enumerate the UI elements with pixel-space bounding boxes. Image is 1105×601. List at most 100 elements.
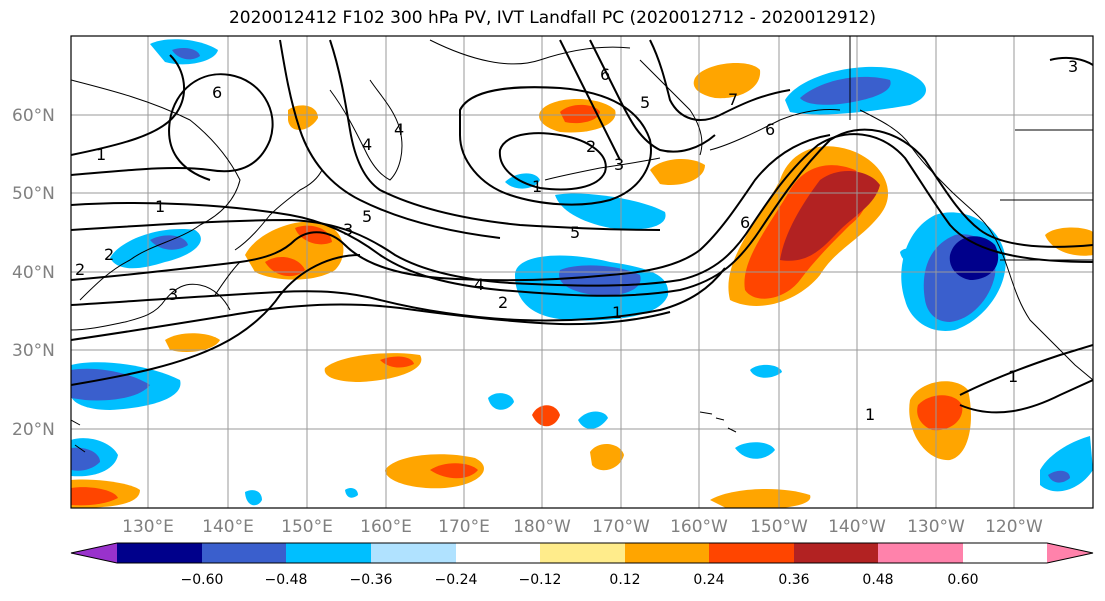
contour-label: 1 (1008, 367, 1018, 386)
anomaly-negative (71, 368, 150, 401)
contour-label: 2 (75, 260, 85, 279)
anomaly-positive (295, 225, 332, 245)
colorbar-ticks: −0.60 −0.48 −0.36 −0.24 −0.12 0.12 0.24 … (181, 572, 979, 588)
anomaly-negative (559, 265, 641, 296)
contour-label: 5 (570, 223, 580, 242)
lon-label: 120°W (985, 517, 1043, 537)
coastline-philippines (71, 419, 86, 453)
lon-label: 140°W (828, 517, 886, 537)
lat-label: 50°N (12, 184, 55, 204)
graticule (71, 36, 1093, 508)
contour-label: 4 (362, 135, 372, 154)
contour-label: 4 (474, 275, 484, 294)
anomaly-negative (578, 411, 608, 429)
colorbar-segment (117, 543, 202, 563)
contour-label: 2 (498, 293, 508, 312)
contour-line (71, 73, 274, 181)
contour-label: 3 (168, 285, 178, 304)
contour-label: 6 (740, 213, 750, 232)
colorbar-outline (70, 542, 1094, 564)
contour-line (71, 267, 726, 322)
anomaly-negative (735, 442, 775, 459)
anomaly-positive (165, 333, 220, 352)
lon-label: 180°W (513, 517, 571, 537)
colorbar-extend-min (71, 543, 117, 563)
contour-line (71, 134, 831, 282)
lon-label: 170°E (438, 517, 490, 537)
contour-line (589, 39, 716, 153)
contour-label: 3 (343, 220, 353, 239)
lon-label: 150°W (750, 517, 808, 537)
contour-label: 1 (155, 197, 165, 216)
anomaly-negative (488, 393, 514, 410)
contour-label: 6 (212, 83, 222, 102)
anomaly-positive (430, 463, 478, 479)
colorbar-extend-max (1047, 543, 1093, 563)
colorbar-tick-label: 0.12 (609, 572, 640, 588)
anomaly-positive (560, 104, 600, 124)
anomaly-negative (345, 487, 358, 498)
contour-line (649, 39, 791, 121)
contour-line (71, 133, 1093, 287)
colorbar (70, 542, 1094, 564)
contour-line (498, 132, 607, 191)
contour-label: 1 (865, 405, 875, 424)
colorbar-segment (456, 543, 540, 563)
lon-label: 160°E (360, 517, 412, 537)
anomaly-negative (900, 248, 915, 262)
colorbar-segment (794, 543, 878, 563)
colorbar-tick-label: 0.48 (862, 572, 893, 588)
contour-labels: 1 1 2 2 3 3 4 4 5 5 6 6 1 2 3 1 2 4 5 6 … (75, 57, 1078, 424)
lon-label: 170°W (592, 517, 650, 537)
contour-label: 7 (728, 90, 738, 109)
contour-label: 6 (765, 120, 775, 139)
colorbar-tick-label: −0.36 (350, 572, 393, 588)
anomaly-positive (288, 105, 318, 130)
anomaly-negative (555, 193, 666, 230)
anomaly-negative (750, 364, 782, 378)
colorbar-segment (709, 543, 794, 563)
contour-label: 4 (394, 120, 404, 139)
colorbar-tick-label: −0.12 (519, 572, 562, 588)
lon-label: 130°W (907, 517, 965, 537)
colorbar-segment (371, 543, 456, 563)
lat-label: 30°N (12, 341, 55, 361)
contour-label: 6 (600, 65, 610, 84)
state-borders (849, 36, 1093, 261)
colorbar-tick-label: −0.24 (435, 572, 478, 588)
colorbar-segment (625, 543, 709, 563)
contour-label: 1 (612, 303, 622, 322)
colorbar-tick-label: −0.48 (265, 572, 308, 588)
anomaly-positive (1045, 227, 1093, 256)
anomaly-negative (245, 490, 262, 506)
coastlines (71, 36, 1093, 453)
lat-label: 40°N (12, 263, 55, 283)
colorbar-tick-label: 0.36 (778, 572, 809, 588)
contour-line (459, 86, 652, 206)
lon-label: 140°E (202, 517, 254, 537)
anomaly-positive (532, 405, 560, 427)
contour-line (559, 39, 621, 161)
lon-label: 130°E (122, 517, 174, 537)
contour-line (959, 344, 1093, 414)
contour-label: 3 (614, 155, 624, 174)
anomaly-negative (800, 76, 891, 105)
coastline-japan (214, 169, 323, 296)
colorbar-tick-label: 0.24 (693, 572, 724, 588)
colorbar-segment (878, 543, 963, 563)
coastline-asia (71, 79, 241, 331)
anomaly-positive (71, 487, 118, 506)
contour-label: 5 (362, 207, 372, 226)
map-frame (70, 35, 1094, 509)
contour-label: 2 (586, 137, 596, 156)
map-title: 2020012412 F102 300 hPa PV, IVT Landfall… (228, 8, 876, 28)
contour-line (1049, 56, 1093, 66)
anomaly-negative (1048, 470, 1070, 483)
anomaly-negative (949, 236, 999, 280)
colorbar-segment (202, 543, 286, 563)
lat-label: 20°N (12, 420, 55, 440)
anomaly-negative (71, 447, 100, 471)
contour-label: 3 (1068, 57, 1078, 76)
anomaly-positive (693, 63, 761, 99)
